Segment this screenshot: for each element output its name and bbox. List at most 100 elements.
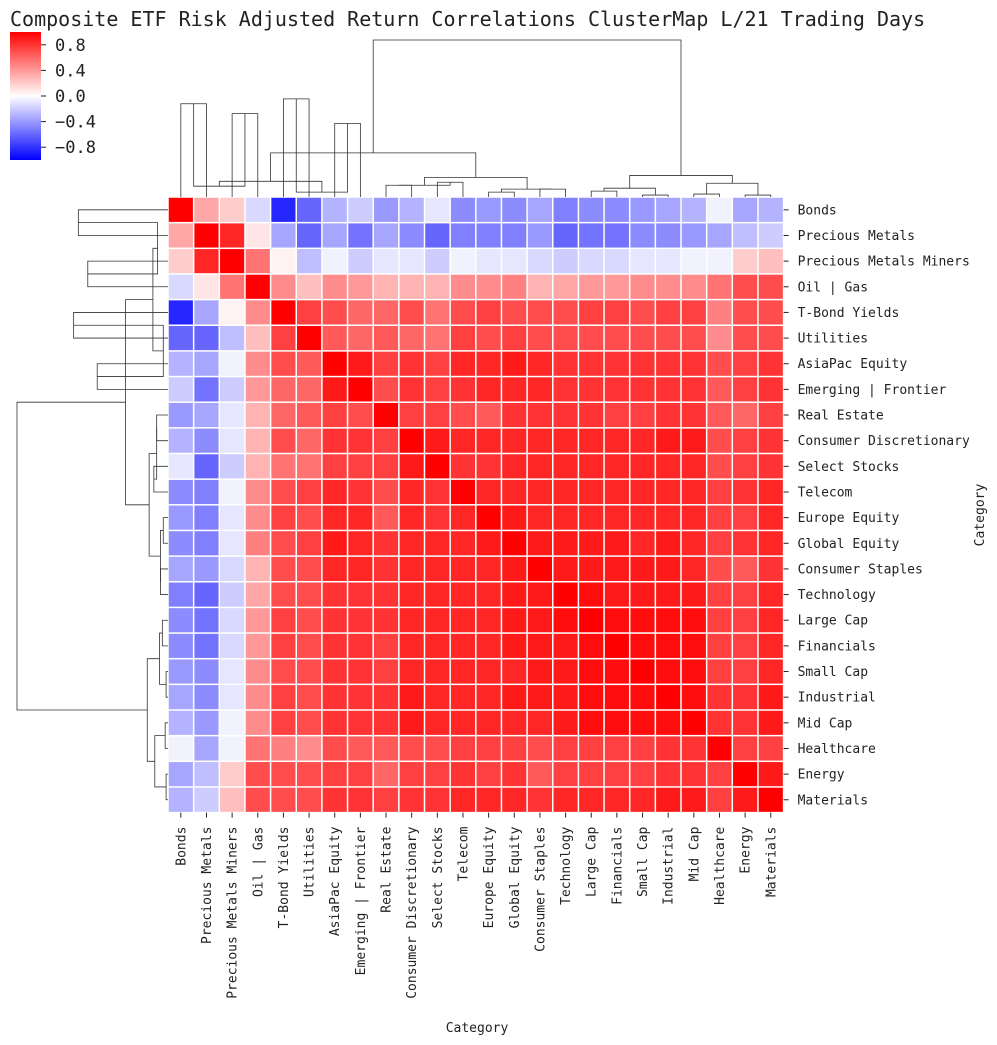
heatmap-cell-consumer-staples-utilities <box>297 556 322 581</box>
row-label-bonds: Bonds <box>798 203 837 218</box>
heatmap-cell-large-cap-select-stocks <box>425 608 450 633</box>
heatmap-cell-bonds-consumer-staples <box>527 197 552 222</box>
heatmap-cell-oil-gas-industrial <box>656 274 681 299</box>
heatmap-cell-real-estate-financials <box>604 402 629 428</box>
heatmap-cell-asiapac-equity-energy <box>733 351 758 376</box>
heatmap-cell-utilities-asiapac-equity <box>322 326 347 351</box>
heatmap-cell-emerging-frontier-select-stocks <box>425 377 450 402</box>
column-label-emerging-frontier: Emerging | Frontier <box>354 826 369 975</box>
heatmap-cell-precious-metals-industrial <box>656 223 681 248</box>
heatmap-cell-t-bond-yields-precious-metals <box>194 300 219 325</box>
heatmap-cell-precious-metals-emerging-frontier <box>348 223 373 248</box>
heatmap-cell-technology-europe-equity <box>476 582 501 607</box>
heatmap-cell-real-estate-bonds <box>168 402 193 428</box>
heatmap-cell-asiapac-equity-industrial <box>656 351 681 376</box>
heatmap-cell-europe-equity-technology <box>553 505 578 530</box>
heatmap-cell-healthcare-europe-equity <box>476 736 501 761</box>
heatmap-cell-asiapac-equity-precious-metals <box>194 351 219 376</box>
heatmap-cell-t-bond-yields-materials <box>758 300 783 325</box>
heatmap-cell-precious-metals-miners-t-bond-yields <box>271 249 296 274</box>
heatmap-cell-utilities-europe-equity <box>476 326 501 351</box>
heatmap-cell-telecom-global-equity <box>502 479 527 505</box>
heatmap-cell-small-cap-real-estate <box>373 659 399 684</box>
heatmap-cell-energy-global-equity <box>502 762 527 787</box>
heatmap-cell-consumer-staples-telecom <box>450 556 476 581</box>
heatmap-cell-utilities-mid-cap <box>681 326 706 351</box>
heatmap-cell-europe-equity-large-cap <box>579 505 604 530</box>
heatmap-cell-small-cap-industrial <box>656 659 681 684</box>
heatmap-cell-europe-equity-emerging-frontier <box>348 505 373 530</box>
heatmap-cell-healthcare-precious-metals <box>194 736 219 761</box>
row-dendrogram-link <box>164 722 168 749</box>
heatmap-cell-precious-metals-miners-consumer-staples <box>527 249 552 274</box>
heatmap-cell-industrial-energy <box>733 685 758 710</box>
heatmap-cell-precious-metals-miners-emerging-frontier <box>348 249 373 274</box>
heatmap-cell-energy-real-estate <box>373 762 399 787</box>
column-dendrogram <box>180 39 772 197</box>
heatmap-cell-real-estate-precious-metals-miners <box>220 402 245 428</box>
heatmap-cell-healthcare-healthcare <box>707 736 732 761</box>
heatmap-cell-real-estate-select-stocks <box>425 402 450 428</box>
heatmap-cell-mid-cap-global-equity <box>502 710 527 735</box>
heatmap-cell-precious-metals-small-cap <box>630 223 655 248</box>
heatmap-cell-energy-financials <box>604 762 629 787</box>
heatmap-cell-consumer-staples-bonds <box>168 556 193 581</box>
heatmap-cell-real-estate-technology <box>553 402 578 428</box>
heatmap-cell-consumer-discretionary-real-estate <box>373 428 399 453</box>
heatmap-cell-technology-technology <box>553 582 578 607</box>
heatmap-cell-small-cap-technology <box>553 659 578 684</box>
heatmap-cell-bonds-financials <box>604 197 629 222</box>
heatmap-cell-telecom-large-cap <box>579 479 604 505</box>
heatmap-cell-telecom-healthcare <box>707 479 732 505</box>
row-dendrogram-link <box>162 517 168 544</box>
heatmap-cell-mid-cap-precious-metals <box>194 710 219 735</box>
heatmap-cell-mid-cap-oil-gas <box>245 710 270 735</box>
column-dendrogram-link <box>706 182 759 196</box>
heatmap-cell-financials-utilities <box>297 633 322 658</box>
heatmap-cell-industrial-utilities <box>297 685 322 710</box>
heatmap-cell-select-stocks-bonds <box>168 454 193 479</box>
heatmap-cell-bonds-technology <box>553 197 578 222</box>
heatmap-cell-financials-oil-gas <box>245 633 270 658</box>
heatmap-cell-small-cap-asiapac-equity <box>322 659 347 684</box>
heatmap-cell-mid-cap-asiapac-equity <box>322 710 347 735</box>
heatmap-cell-bonds-oil-gas <box>245 197 270 222</box>
heatmap-cell-energy-emerging-frontier <box>348 762 373 787</box>
heatmap-cell-oil-gas-select-stocks <box>425 274 450 299</box>
heatmap-cell-europe-equity-precious-metals-miners <box>220 505 245 530</box>
heatmap-cell-oil-gas-consumer-staples <box>527 274 552 299</box>
heatmap-cell-financials-asiapac-equity <box>322 633 347 658</box>
heatmap-cells <box>168 197 783 812</box>
heatmap-cell-large-cap-europe-equity <box>476 608 501 633</box>
heatmap-cell-emerging-frontier-financials <box>604 377 629 402</box>
column-label-energy: Energy <box>739 826 754 873</box>
heatmap-cell-europe-equity-bonds <box>168 505 193 530</box>
column-label-precious-metals-miners: Precious Metals Miners <box>226 827 241 999</box>
heatmap-cell-utilities-utilities <box>297 326 322 351</box>
heatmap-cell-consumer-staples-precious-metals-miners <box>220 556 245 581</box>
heatmap-cell-large-cap-large-cap <box>579 608 604 633</box>
column-label-large-cap: Large Cap <box>585 826 600 897</box>
heatmap-cell-energy-utilities <box>297 762 322 787</box>
heatmap-cell-industrial-global-equity <box>502 685 527 710</box>
heatmap-cell-telecom-emerging-frontier <box>348 479 373 505</box>
heatmap-cell-small-cap-emerging-frontier <box>348 659 373 684</box>
heatmap-cell-select-stocks-consumer-discretionary <box>399 454 424 479</box>
heatmap-cell-technology-healthcare <box>707 582 732 607</box>
heatmap-cell-materials-global-equity <box>502 787 527 812</box>
heatmap-cell-consumer-discretionary-asiapac-equity <box>322 428 347 453</box>
heatmap-cell-precious-metals-telecom <box>450 223 476 248</box>
heatmap-cell-real-estate-healthcare <box>707 402 732 428</box>
heatmap-cell-industrial-bonds <box>168 685 193 710</box>
heatmap-cell-healthcare-select-stocks <box>425 736 450 761</box>
heatmap-cell-precious-metals-real-estate <box>373 223 399 248</box>
heatmap-cell-oil-gas-bonds <box>168 274 193 299</box>
column-dendrogram-link <box>270 152 477 182</box>
heatmap-cell-precious-metals-energy <box>733 223 758 248</box>
heatmap-cell-industrial-small-cap <box>630 685 655 710</box>
row-label-consumer-staples: Consumer Staples <box>798 562 923 577</box>
heatmap-cell-telecom-select-stocks <box>425 479 450 505</box>
heatmap-cell-oil-gas-precious-metals-miners <box>220 274 245 299</box>
heatmap-cell-europe-equity-mid-cap <box>681 505 706 530</box>
colorbar-tick-label: 0.4 <box>55 61 86 81</box>
